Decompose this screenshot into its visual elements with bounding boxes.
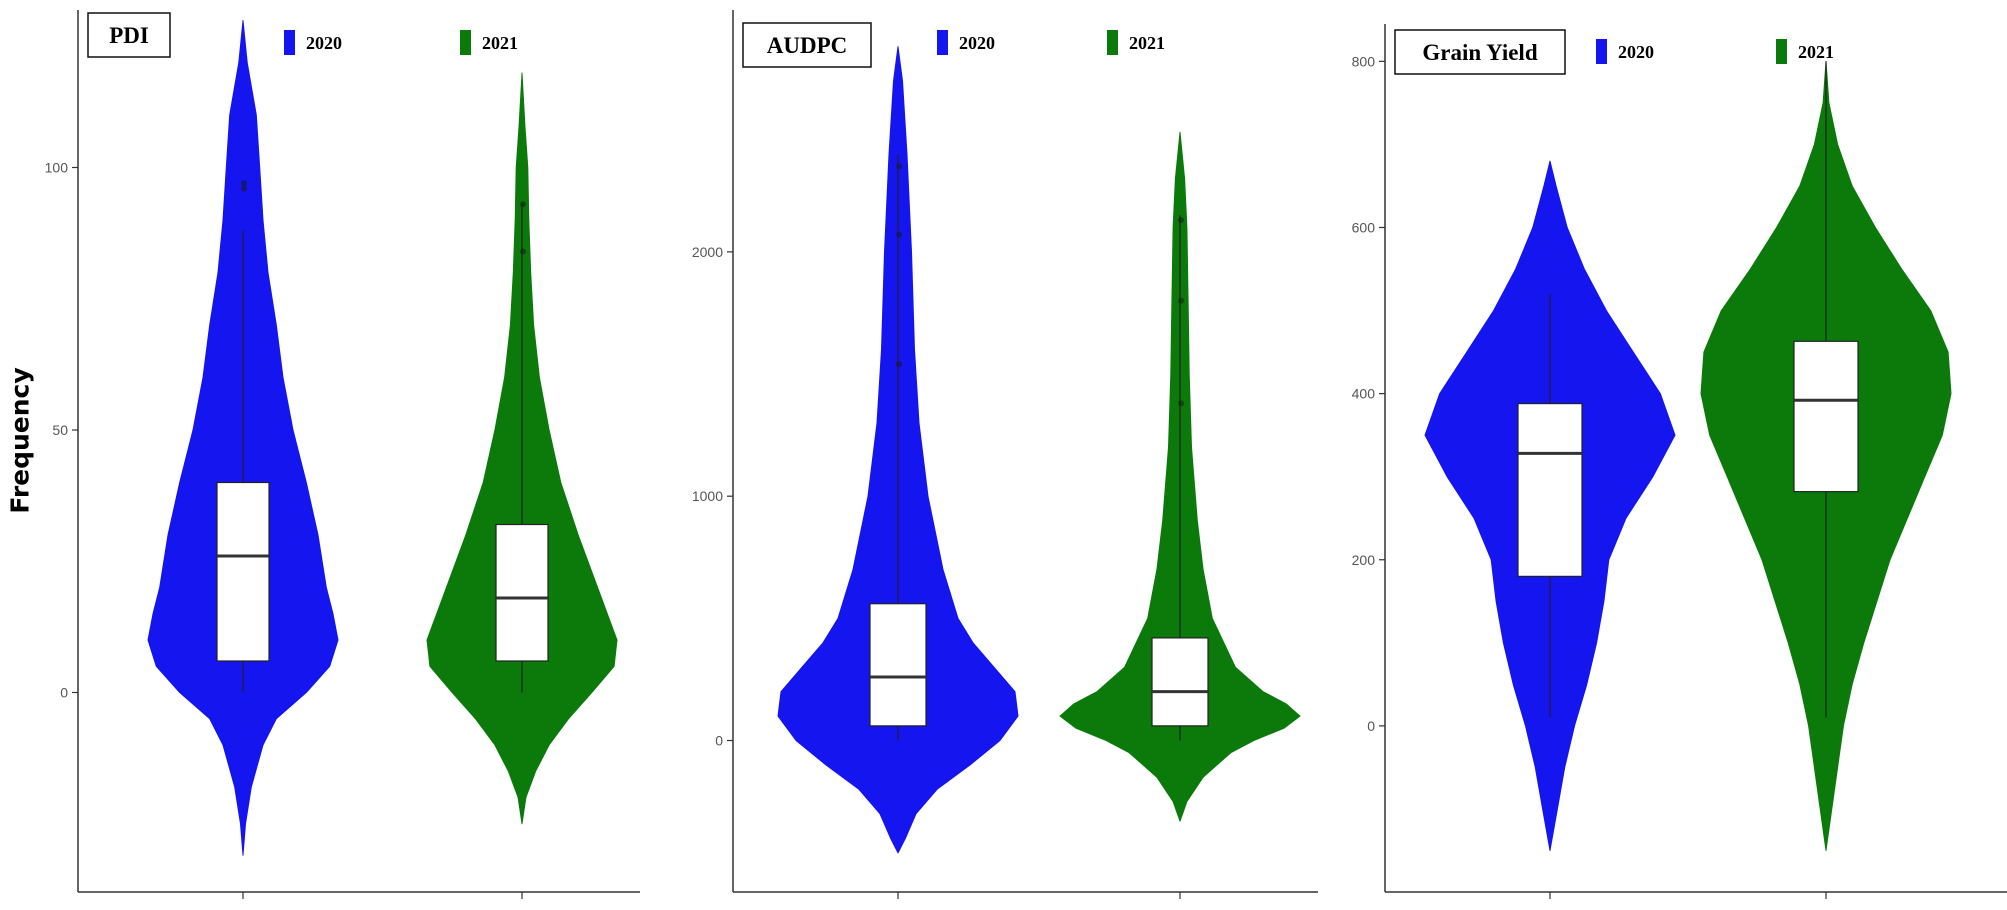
box-2020	[869, 603, 927, 727]
outlier-point	[896, 231, 902, 238]
panel-title: PDI	[109, 23, 149, 48]
y-tick-label: 800	[1352, 53, 1376, 69]
title-box	[1394, 29, 1566, 75]
panel-grain-yield: 0 200 400 600 800 Grain Yield 2020 2021	[1352, 24, 2007, 899]
legend-label-2021: 2021	[1129, 33, 1165, 53]
legend-swatch-2020	[1596, 39, 1607, 64]
panel-pdi: 0 50 100 PDI 2020 2021	[45, 10, 640, 899]
panel-title: AUDPC	[767, 33, 848, 58]
outlier-point	[896, 163, 902, 170]
legend-swatch-2020	[284, 30, 295, 55]
y-tick-label: 0	[715, 733, 723, 749]
legend-label-2020: 2020	[959, 33, 995, 53]
outlier-point	[896, 361, 902, 368]
legend-swatch-2021	[460, 30, 471, 55]
y-tick-label: 1000	[692, 488, 723, 504]
outlier-point	[1178, 217, 1184, 224]
outlier-point	[241, 180, 247, 187]
box-2021	[1151, 637, 1209, 727]
legend-swatch-2020	[937, 30, 948, 55]
y-tick-label: 0	[1367, 718, 1375, 734]
legend-label-2020: 2020	[1618, 42, 1654, 62]
y-tick-label: 200	[1352, 552, 1376, 568]
legend-label-2020: 2020	[306, 33, 342, 53]
panel-title: Grain Yield	[1422, 40, 1537, 65]
y-tick-label: 600	[1352, 220, 1376, 236]
title-box	[87, 12, 171, 58]
legend-label-2021: 2021	[482, 33, 518, 53]
box-2020	[1517, 402, 1583, 577]
y-tick-label: 0	[60, 685, 68, 701]
outlier-point	[520, 248, 526, 255]
y-tick-label: 2000	[692, 244, 723, 260]
title-box	[742, 22, 872, 68]
outlier-point	[520, 201, 526, 208]
y-tick-label: 100	[45, 160, 69, 176]
y-tick-label: 50	[52, 422, 68, 438]
legend-swatch-2021	[1107, 30, 1118, 55]
panel-audpc: 0 1000 2000 AUDPC 2020 2021	[692, 10, 1318, 899]
outlier-point	[1178, 297, 1184, 304]
y-tick-label: 400	[1352, 386, 1376, 402]
legend-label-2021: 2021	[1798, 42, 1834, 62]
box-2021	[1793, 340, 1859, 493]
box-2020	[216, 481, 270, 662]
outlier-point	[241, 185, 247, 192]
box-2021	[495, 523, 549, 662]
legend-swatch-2021	[1776, 39, 1787, 64]
outlier-point	[1178, 400, 1184, 407]
